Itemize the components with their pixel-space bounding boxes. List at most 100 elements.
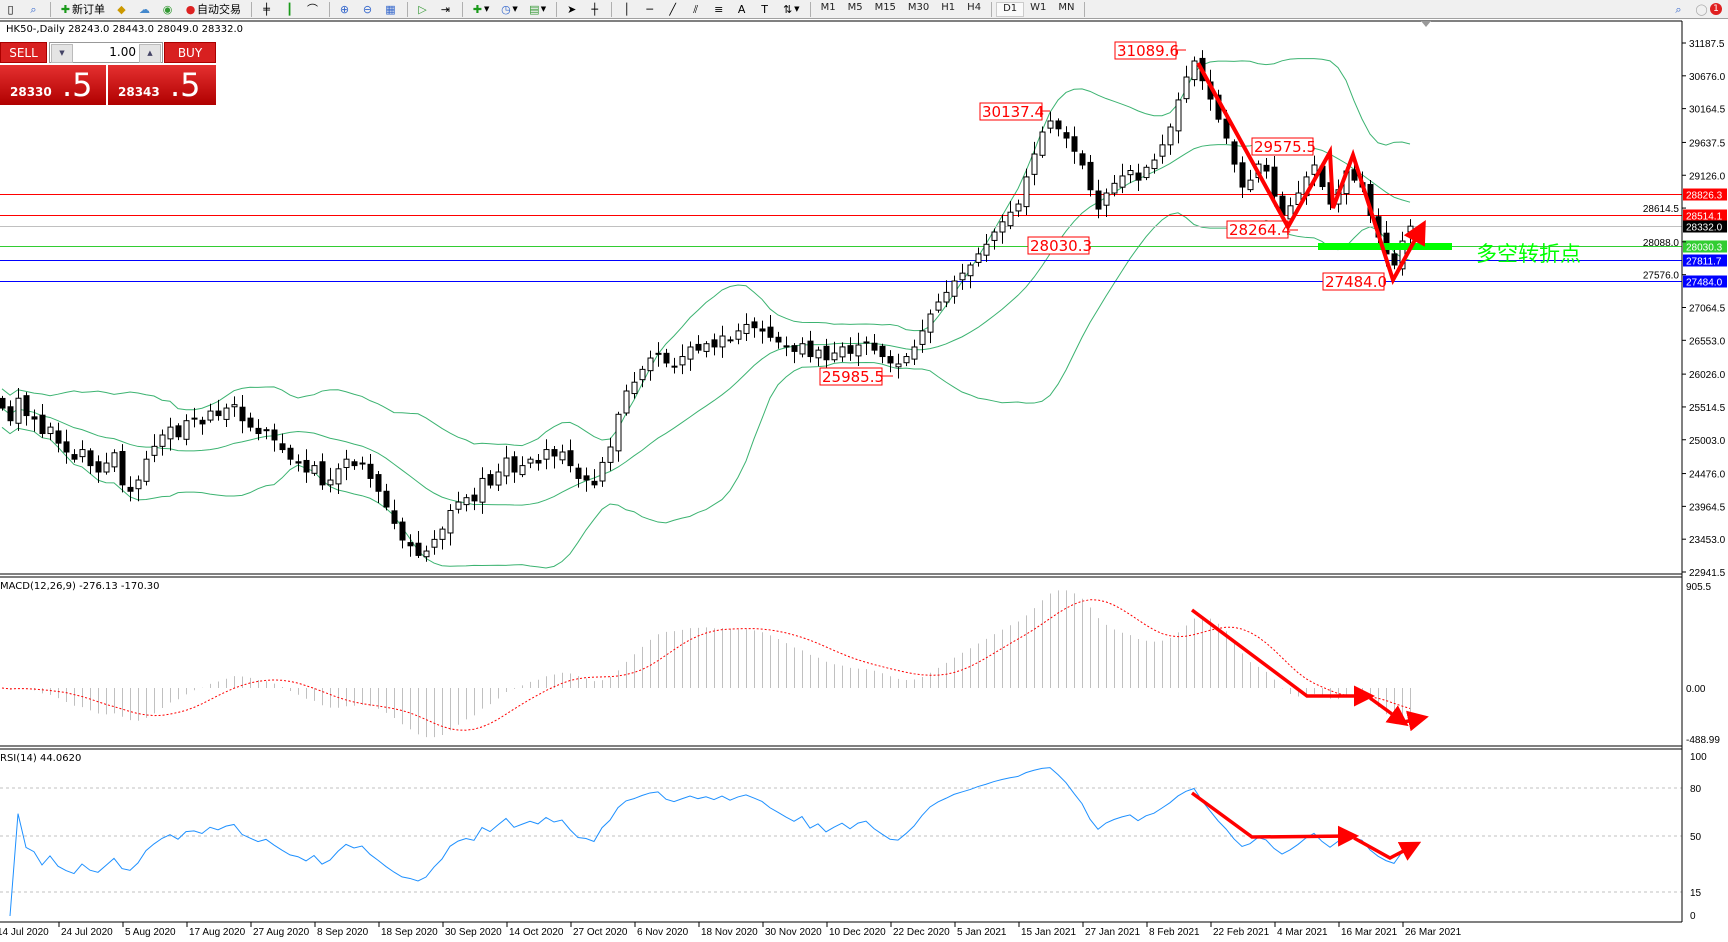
auto-trading-button[interactable]: ● 自动交易 [180,1,245,17]
price-label-28030[interactable]: 28030.3 [1027,236,1092,255]
candle [719,325,726,358]
bear-candle-body [71,454,78,460]
timeframe-h1[interactable]: H1 [941,1,956,13]
text-label-button[interactable]: T [754,1,775,17]
price-label-27484[interactable]: 27484.0 [1322,272,1387,291]
svg-text:25985.5: 25985.5 [822,368,884,386]
zoom-out-button[interactable]: ⊖ [357,1,378,17]
candle [1071,126,1078,164]
toolbar-button-metaeditor[interactable]: ◆ [111,1,132,17]
buy-button[interactable]: BUY [164,42,216,63]
bull-candle-body [919,330,926,345]
trendline-button[interactable]: ╱ [662,1,683,17]
notifications-button[interactable]: ◯ 1 [1691,1,1726,17]
search-button[interactable]: ⌕ [1668,1,1689,17]
candle [231,396,238,417]
timeframe-d1[interactable]: D1 [996,1,1025,17]
sell-button[interactable]: SELL [0,42,47,63]
bar-chart-button[interactable]: ╪ [256,1,277,17]
bull-candle-body [231,404,238,408]
autoscroll-icon: ▷ [418,2,427,16]
vertical-line-button[interactable]: │ [616,1,637,17]
toolbar-button-mql5[interactable]: ☁ [134,1,155,17]
trend-arrow-rsi-1[interactable] [1190,791,1359,847]
bollinger-upper-band [1,58,1411,447]
trend-arrow-macd-1[interactable] [1190,608,1375,707]
date-axis-label: 26 Mar 2021 [1405,927,1462,938]
cursor-button[interactable]: ➤ [561,1,582,17]
bull-candle-body [1183,76,1190,100]
zoom-in-button[interactable]: ⊕ [334,1,355,17]
timeframe-m15[interactable]: M15 [874,1,896,13]
candle [1183,65,1190,103]
price-label-31089[interactable]: 31089.6 [1114,41,1186,60]
candle [615,411,622,462]
candle [119,444,126,493]
bear-candle-body [127,486,134,492]
templates-button[interactable]: ▤ ▼ [524,1,550,17]
buy-price-button[interactable]: 28343 .5 [108,65,216,105]
timeframe-m1[interactable]: M1 [820,1,836,13]
bear-candle-body [567,450,574,467]
chart-shift-button[interactable]: ⇥ [435,1,456,17]
bull-candle-body [911,346,918,360]
text-button[interactable]: A [731,1,752,17]
candlestick-button[interactable]: ┃ [279,1,300,17]
date-axis-label: 18 Nov 2020 [701,927,758,938]
price-axis-label: 30676.0 [1689,72,1726,83]
crosshair-button[interactable]: ┼ [584,1,605,17]
date-axis-label: 6 Nov 2020 [637,927,689,938]
trend-arrow-rsi-2[interactable] [1353,836,1422,861]
chart-shift-marker-icon[interactable] [1421,21,1431,27]
line-chart-button[interactable]: ⌒ [302,1,323,17]
candle [175,423,182,441]
candle [1391,248,1398,270]
indicators-button[interactable]: ✚ ▼ [467,1,493,17]
price-label-29575[interactable]: 29575.5 [1251,137,1316,156]
price-axis-label: 23964.5 [1689,502,1726,513]
new-order-button[interactable]: ✚ 新订单 [55,1,109,17]
bull-candle-body [655,352,662,355]
timeframe-m5[interactable]: M5 [847,1,863,13]
candle [95,455,102,483]
bear-candle-body [367,463,374,479]
lot-decrease-button[interactable]: ▼ [51,44,73,63]
sell-price-button[interactable]: 28330 .5 [0,65,106,105]
bull-candle-body [207,410,214,421]
fibonacci-button[interactable]: ≡ [708,1,729,17]
annotations: 31089.6 30137.4 29575.5 28264.4 28030.3 … [819,41,1387,386]
date-axis-label: 30 Nov 2020 [765,927,822,938]
timeframe-w1[interactable]: W1 [1030,1,1047,13]
lot-size-input[interactable]: ▼ 1.00 ▲ [49,42,163,63]
lot-increase-button[interactable]: ▲ [139,44,161,63]
trend-arrow-macd-3[interactable] [1403,710,1429,732]
price-label-25985[interactable]: 25985.5 [819,367,893,386]
bear-candle-body [23,395,30,417]
trend-arrow-price[interactable] [1196,62,1426,286]
chart-area[interactable] [0,21,1682,922]
bull-candle-body [647,357,654,372]
turning-point-bar[interactable] [1318,243,1452,250]
timeframe-m30[interactable]: M30 [907,1,930,13]
timeframe-h4[interactable]: H4 [967,1,982,13]
clock-icon: ◷ [501,2,511,16]
trend-arrow-macd-2[interactable] [1368,696,1409,727]
arrows-button[interactable]: ⇅ ▼ [777,1,803,17]
toolbar-button-zoom[interactable]: ⌕ [23,1,44,17]
autoscroll-button[interactable]: ▷ [412,1,433,17]
candle [527,456,534,469]
toolbar-button-signals[interactable]: ◉ [157,1,178,17]
periods-button[interactable]: ◷ ▼ [495,1,521,17]
bull-candle-body [975,253,982,263]
horizontal-line-button[interactable]: ─ [639,1,660,17]
channel-button[interactable]: ⫽ [685,1,706,17]
price-axis-label: 28614.5 [1643,204,1680,215]
tile-windows-button[interactable]: ▦ [380,1,401,17]
candle [567,439,574,473]
toolbar-button-new-chart[interactable]: ▯ [0,1,21,17]
price-label-30137[interactable]: 30137.4 [979,102,1050,121]
timeframe-mn[interactable]: MN [1058,1,1075,13]
crosshair-icon: ┼ [591,2,598,16]
candle [775,331,782,349]
